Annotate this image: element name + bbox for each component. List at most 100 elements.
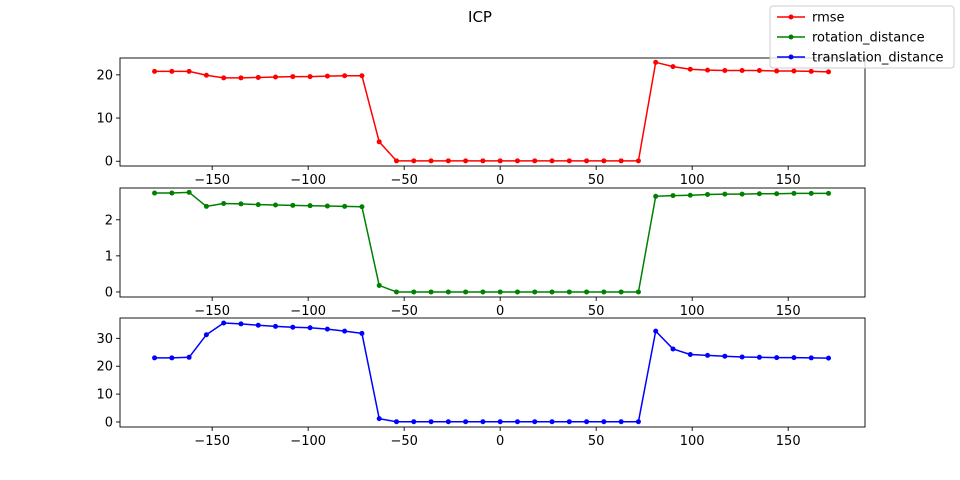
- data-point: [826, 190, 832, 196]
- data-point: [324, 203, 330, 209]
- data-point: [428, 158, 434, 164]
- data-point: [393, 419, 399, 425]
- data-point: [497, 419, 503, 425]
- x-tick-label: 50: [588, 173, 605, 188]
- data-point: [411, 158, 417, 164]
- y-tick-label: 0: [105, 415, 113, 430]
- legend-entries: rmse rotation_distance translation_distanc…: [777, 11, 944, 66]
- data-point: [774, 355, 780, 361]
- data-point: [445, 289, 451, 295]
- data-point: [635, 289, 641, 295]
- data-point: [566, 289, 572, 295]
- data-point: [653, 193, 659, 199]
- data-point: [428, 289, 434, 295]
- subplot-translation: −150 −100 −50 0 50 100 150 0 10 20 30: [96, 317, 866, 449]
- data-point: [169, 68, 175, 74]
- y-tick-label: 2: [105, 213, 113, 228]
- data-point: [739, 68, 745, 74]
- data-point: [307, 325, 313, 331]
- data-point: [359, 330, 365, 336]
- data-point: [791, 355, 797, 361]
- x-tick-label: −50: [390, 173, 417, 188]
- data-point: [808, 190, 814, 196]
- figure-title: ICP: [468, 8, 492, 26]
- data-point: [618, 289, 624, 295]
- data-point: [307, 74, 313, 80]
- x-tick-label: −100: [290, 434, 326, 449]
- data-point: [273, 323, 279, 329]
- data-point: [497, 158, 503, 164]
- data-point: [445, 419, 451, 425]
- y-tick-label: 10: [96, 112, 113, 127]
- x-tick-label: −50: [390, 304, 417, 319]
- data-point: [532, 419, 538, 425]
- data-point: [186, 354, 192, 360]
- subplot-rotation: −150 −100 −50 0 50 100 150 0 1 2: [105, 187, 866, 319]
- data-point: [618, 419, 624, 425]
- x-tick-label: 150: [776, 304, 801, 319]
- data-point: [411, 419, 417, 425]
- y-tick-label: 10: [96, 388, 113, 403]
- axes-frame: [119, 187, 866, 298]
- data-point: [203, 203, 209, 209]
- data-point: [774, 191, 780, 197]
- data-point: [722, 191, 728, 197]
- axes-frame: [119, 57, 866, 167]
- data-point: [359, 73, 365, 79]
- x-tick-label: 0: [496, 304, 504, 319]
- data-point: [601, 158, 607, 164]
- data-point: [584, 419, 590, 425]
- data-point: [480, 289, 486, 295]
- data-point: [290, 74, 296, 80]
- x-tick-label: 0: [496, 434, 504, 449]
- x-tick-label: 50: [588, 304, 605, 319]
- data-point: [152, 68, 158, 74]
- data-point: [324, 326, 330, 332]
- legend-label: translation_distance: [812, 51, 944, 66]
- data-point: [566, 419, 572, 425]
- data-point: [705, 352, 711, 358]
- data-point: [774, 68, 780, 74]
- data-point: [532, 289, 538, 295]
- data-point: [186, 189, 192, 195]
- y-tick-label: 20: [96, 360, 113, 375]
- data-point: [601, 289, 607, 295]
- y-tick-label: 30: [96, 332, 113, 347]
- data-point: [687, 66, 693, 72]
- data-point: [480, 419, 486, 425]
- data-point: [463, 419, 469, 425]
- data-point: [635, 158, 641, 164]
- data-point: [791, 190, 797, 196]
- x-tick-label: −150: [194, 434, 230, 449]
- data-point: [791, 68, 797, 74]
- data-point: [376, 416, 382, 422]
- data-point: [376, 139, 382, 145]
- x-tick-label: −100: [290, 173, 326, 188]
- data-point: [514, 158, 520, 164]
- data-point: [169, 355, 175, 361]
- x-tick-label: 100: [680, 173, 705, 188]
- x-tick-label: 100: [680, 304, 705, 319]
- data-point: [687, 352, 693, 358]
- data-point: [584, 158, 590, 164]
- data-point: [549, 289, 555, 295]
- x-tick-label: 50: [588, 434, 605, 449]
- series-line-rmse: [154, 61, 829, 162]
- legend: rmse rotation_distance translation_distanc…: [769, 5, 955, 69]
- data-point: [670, 64, 676, 70]
- data-point: [463, 289, 469, 295]
- data-point: [618, 158, 624, 164]
- data-point: [584, 289, 590, 295]
- data-point: [203, 332, 209, 338]
- x-tick-label: −100: [290, 304, 326, 319]
- data-point: [324, 73, 330, 79]
- data-point: [238, 75, 244, 81]
- data-point: [653, 328, 659, 334]
- data-point: [203, 72, 209, 78]
- data-point: [756, 191, 762, 197]
- data-point: [739, 191, 745, 197]
- legend-box: [769, 5, 955, 69]
- y-tick-label: 0: [105, 285, 113, 300]
- data-point: [826, 69, 832, 75]
